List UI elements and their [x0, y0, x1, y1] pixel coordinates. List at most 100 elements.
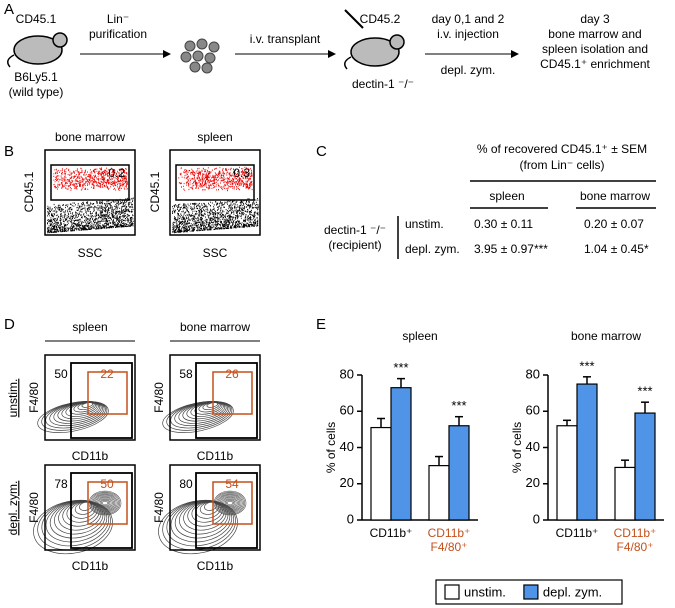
x-tick-label-box: CD11b⁺ [369, 526, 413, 540]
text: day 0,1 and 2 [432, 12, 505, 26]
plot-frame [44, 464, 136, 551]
gate-value: 50 [100, 477, 114, 491]
x-tick-label: CD11b⁺ [369, 526, 413, 540]
y-tick-label: 80 [340, 366, 354, 381]
panel-label: E [316, 316, 326, 333]
gate [87, 481, 128, 525]
text: CD45.1⁺ enrichment [540, 57, 650, 71]
text: day 3 [580, 12, 610, 26]
y-tick-label: 20 [340, 475, 354, 490]
bar [448, 425, 470, 521]
row-title: depl. zym. [6, 481, 20, 536]
contour [221, 496, 239, 510]
text: CD45.2 [360, 12, 401, 26]
bar [390, 387, 412, 521]
contour [102, 500, 108, 506]
mouse-icon [344, 9, 405, 70]
text: bone marrow and [548, 27, 641, 41]
text: purification [89, 27, 147, 41]
legend-swatch [523, 584, 539, 600]
row-group: dectin-1 ⁻/⁻ [324, 223, 386, 237]
contour [224, 499, 236, 507]
contour [97, 497, 113, 509]
table-header: (from Lin⁻ cells) [519, 158, 604, 172]
contour [74, 501, 94, 515]
text: i.v. transplant [250, 32, 321, 46]
gate [212, 371, 253, 415]
axis-label: F4/80 [152, 382, 166, 413]
contour [58, 500, 102, 531]
contour [227, 500, 233, 506]
axis-label: F4/80 [152, 492, 166, 523]
contour [174, 500, 231, 539]
y-axis-label: % of cells [324, 422, 338, 473]
cell: 1.04 ± 0.45* [584, 242, 649, 256]
plot-frame [44, 354, 136, 441]
legend-swatch [444, 584, 460, 600]
gate [195, 472, 258, 549]
plot-frame [169, 149, 261, 236]
row-label: depl. zym. [405, 242, 460, 256]
dots [53, 167, 128, 191]
y-tick-label: 20 [526, 475, 540, 490]
axis-label: CD45.1 [148, 171, 162, 212]
gate-value: 78 [54, 477, 68, 491]
contour [199, 501, 219, 515]
plot-title: bone marrow [55, 130, 125, 144]
text: B6Ly5.1 [14, 70, 58, 84]
cell: 0.30 ± 0.11 [474, 217, 533, 231]
axis-label: CD45.1 [22, 171, 36, 212]
axis-label: CD11b [197, 449, 234, 463]
row-title: unstim. [6, 379, 20, 418]
plot-frame [169, 354, 261, 441]
y-tick-label: 0 [347, 511, 354, 526]
contour [101, 499, 109, 507]
axis-label: SSC [203, 246, 228, 260]
gate-value: 26 [225, 367, 239, 381]
contour [191, 501, 223, 523]
contour [222, 497, 238, 509]
row-label: unstim. [405, 217, 444, 231]
flow-plots: bone marrow spleen CD45.1 CD45.1 SSC SSC… [22, 130, 261, 260]
gate-value: 0.2 [108, 166, 125, 180]
text: (wild type) [9, 85, 64, 99]
contour [204, 501, 217, 511]
cell: 3.95 ± 0.97*** [474, 242, 548, 256]
gate-value: 58 [179, 367, 193, 381]
bar-charts: spleen % of cells 0 20 40 60 80 *** CD11b⁺ *** CD1… [324, 329, 664, 605]
bar [576, 383, 598, 521]
axis-label: SSC [78, 246, 103, 260]
row-group: (recipient) [328, 238, 381, 252]
text: dectin-1 ⁻/⁻ [352, 77, 414, 91]
y-tick-label: 60 [340, 403, 354, 418]
cell: 0.20 ± 0.07 [584, 217, 644, 231]
gate [70, 472, 133, 549]
contour [170, 500, 233, 543]
contour [179, 500, 229, 535]
contour [158, 499, 238, 555]
y-axis-label: % of cells [510, 422, 524, 473]
column-title: bone marrow [180, 320, 250, 334]
gate [212, 481, 253, 525]
chart-title: bone marrow [571, 329, 641, 343]
contour [79, 501, 92, 511]
legend-label: depl. zym. [543, 584, 602, 599]
column-title: spleen [72, 320, 107, 334]
bar [428, 465, 450, 521]
axis-label: F4/80 [27, 382, 41, 413]
mouse-icon [7, 32, 68, 68]
plot-title: spleen [197, 130, 232, 144]
contour [94, 495, 116, 511]
text: spleen isolation and [542, 42, 648, 56]
gate [175, 164, 255, 201]
contour [223, 498, 237, 508]
x-tick-label: CD11b⁺ F4/80⁺ [613, 526, 657, 554]
table-header: % of recovered CD45.1⁺ ± SEM [477, 142, 647, 156]
cells-icon [180, 38, 220, 74]
significance: *** [579, 358, 594, 373]
gate-value: 0.3 [233, 166, 250, 180]
y-tick-label: 80 [526, 366, 540, 381]
gate-value: 80 [179, 477, 193, 491]
significance: *** [451, 398, 466, 413]
